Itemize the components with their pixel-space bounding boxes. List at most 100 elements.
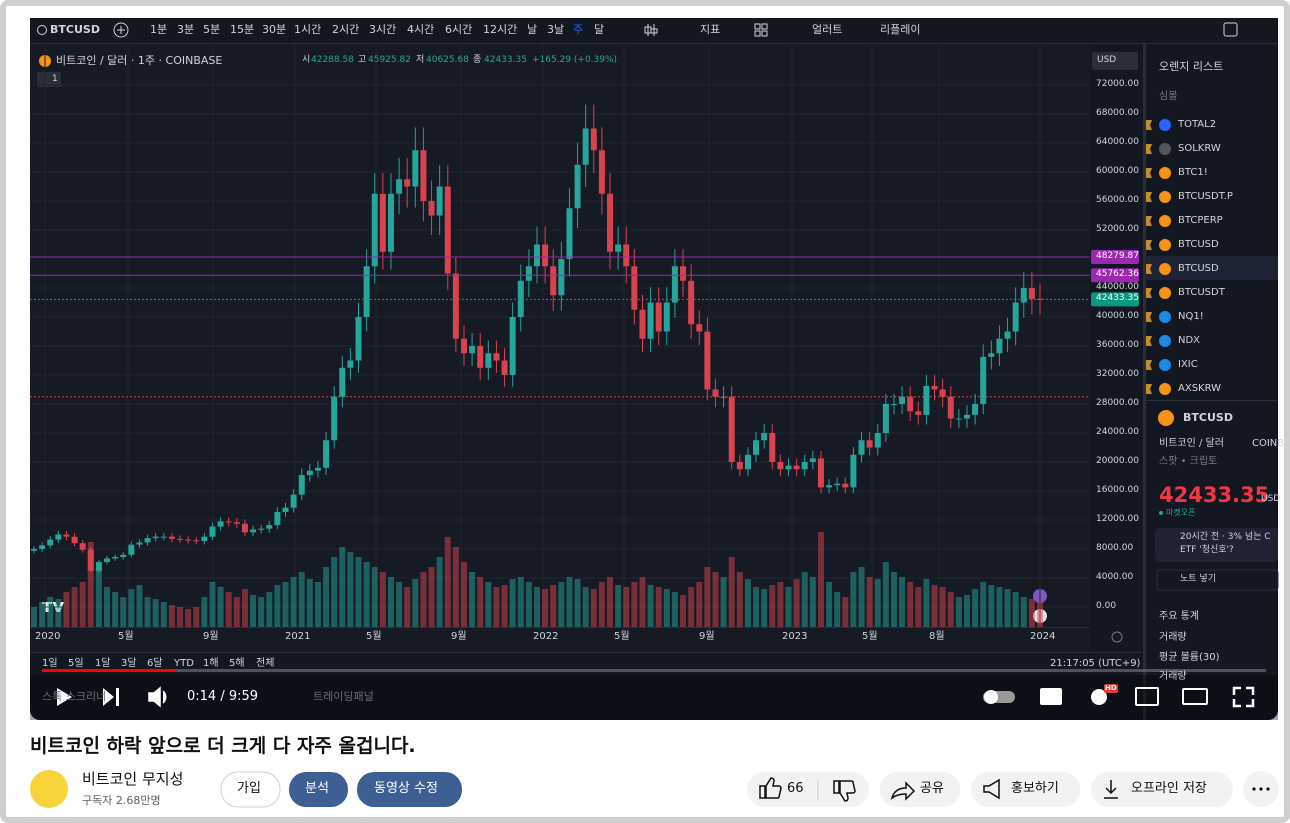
detail-symbol: BTCUSD [1183,411,1233,424]
range-button[interactable]: 6달 [147,658,163,669]
theater-button[interactable] [1182,688,1208,705]
candle-icon[interactable] [644,24,658,36]
candle-body [542,244,549,267]
interval-button[interactable]: 30분 [262,23,287,36]
interval-button[interactable]: 1시간 [294,23,322,36]
volume-bar [404,587,411,627]
edit-button[interactable] [357,772,462,807]
dot [1266,787,1270,791]
volume-bar [339,547,346,627]
range-button[interactable]: YTD [174,658,194,669]
channel-name[interactable]: 비트코인 무지성 [82,770,184,788]
symbol-icon [1159,239,1171,251]
watchlist-symbol[interactable]: SOLKRW [1178,143,1221,154]
price-tick-label: 32000.00 [1096,369,1139,379]
watchlist-symbol[interactable]: BTCUSDT.P [1178,191,1233,202]
watchlist-symbol[interactable]: BTCUSD [1178,263,1219,274]
volume-bar [517,577,524,627]
candle-body [688,280,695,325]
collapse-box[interactable] [37,72,61,87]
volume-bar [1012,592,1019,627]
watchlist-symbol[interactable]: BTCUSDT [1178,287,1225,298]
interval-button[interactable]: 3분 [177,23,195,36]
play-button[interactable] [57,688,72,706]
alert-button[interactable]: 얼러트 [812,23,843,36]
checkbox[interactable] [1223,22,1238,37]
watchlist-symbol[interactable]: TOTAL2 [1178,119,1217,130]
volume-bar [907,582,914,627]
watchlist-symbol[interactable]: BTCUSD [1178,239,1219,250]
time-tick-label: 2024 [1030,631,1056,642]
range-button[interactable]: 5일 [68,658,84,669]
volume-bar [112,592,119,627]
candle-body [858,440,865,455]
download-button[interactable] [1091,772,1233,807]
btc-icon [1158,410,1174,426]
interval-button[interactable]: 날 [527,23,538,36]
watchlist-symbol[interactable]: BTCPERP [1178,215,1223,226]
range-button[interactable]: 전체 [256,658,275,669]
share-icon [890,781,916,801]
currency: USD [1097,55,1117,65]
interval-button[interactable]: 4시간 [407,23,435,36]
interval-button[interactable]: 주 [573,23,584,36]
fullscreen-button[interactable] [1232,686,1255,708]
channel-avatar[interactable] [30,770,68,808]
search-icon[interactable] [37,25,47,35]
range-button[interactable]: 5해 [229,658,245,669]
volume-bar [87,542,94,627]
watchlist-symbol[interactable]: AXSKRW [1178,383,1222,394]
candle-body [761,433,768,441]
layout-icon[interactable] [754,23,761,30]
watchlist-symbol[interactable]: IXIC [1178,359,1198,370]
interval-button[interactable]: 1분 [150,23,168,36]
currency-box[interactable] [1092,52,1138,70]
volume-bar [160,602,167,627]
volume-bar [71,587,78,627]
range-button[interactable]: 1달 [95,658,111,669]
candle-body [509,317,516,375]
miniplayer-button[interactable] [1135,687,1159,706]
interval-button[interactable]: 3날 [547,23,565,36]
volume-button[interactable] [148,686,167,708]
candle-body [736,462,743,470]
watchlist-symbol[interactable]: BTC1! [1178,167,1208,178]
analytics-button[interactable] [289,772,348,807]
promote-icon [983,778,1000,800]
settings-icon[interactable] [1111,631,1123,643]
interval-button[interactable]: 12시간 [483,23,518,36]
symbol-icon [1159,191,1171,203]
interval-button[interactable]: 6시간 [445,23,473,36]
join-button[interactable] [220,771,281,808]
range-button[interactable]: 1일 [42,658,58,669]
interval-button[interactable]: 5분 [203,23,221,36]
candle-body [331,396,338,441]
time-tick-label: 8월 [929,631,945,642]
watchlist-symbol[interactable]: NQ1! [1178,311,1204,322]
add-symbol[interactable] [113,22,129,38]
dislike-icon[interactable] [833,780,856,802]
note-button[interactable]: 노트 넣기 [1180,574,1216,584]
next-button[interactable] [103,688,119,706]
share-button[interactable] [880,772,960,807]
interval-button[interactable]: 2시간 [332,23,360,36]
volume-bar [323,567,330,627]
indicators-button[interactable]: 지표 [700,23,721,36]
range-button[interactable]: 3달 [121,658,137,669]
volume-bar [988,585,995,627]
volume-bar [201,597,208,627]
interval-button[interactable]: 3시간 [369,23,397,36]
settings-button[interactable] [1091,689,1107,705]
interval-button[interactable]: 15분 [230,23,255,36]
captions-button[interactable] [1040,688,1062,705]
candle-body [241,523,248,533]
symbol-icon [1159,143,1171,155]
watchlist-symbol[interactable]: NDX [1178,335,1201,346]
symbol-icon [1159,335,1171,347]
replay-button[interactable]: 리플레이 [880,23,921,36]
like-icon[interactable] [759,777,782,799]
candle-body [412,150,419,187]
range-button[interactable]: 1해 [203,658,219,669]
interval-button[interactable]: 달 [594,23,605,36]
progress-track[interactable] [42,669,1266,672]
